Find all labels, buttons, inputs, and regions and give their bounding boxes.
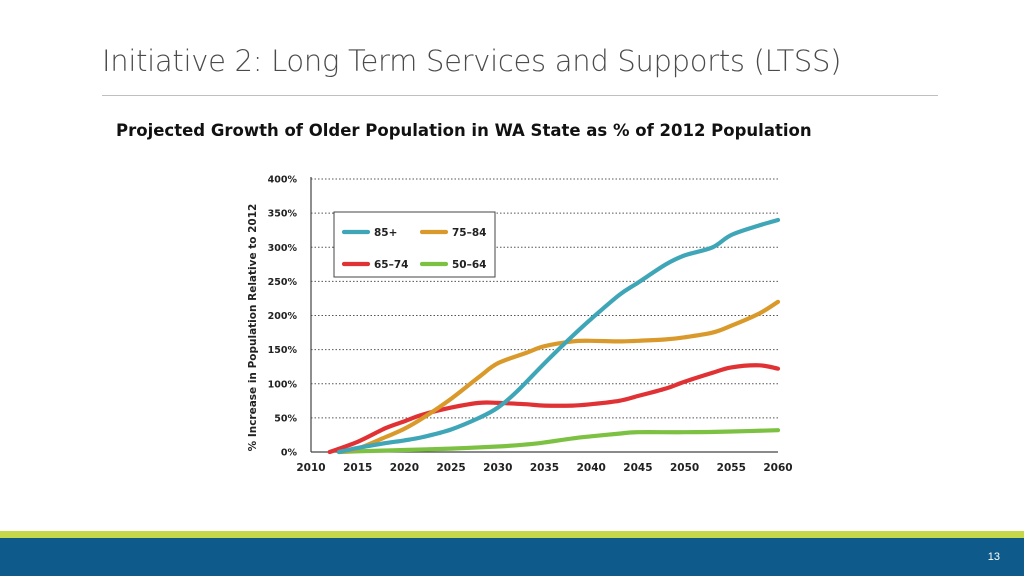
- chart-series: [327, 217, 781, 455]
- x-tick-label: 2055: [717, 462, 746, 474]
- x-tick-label: 2040: [577, 462, 606, 474]
- y-tick-label: 350%: [268, 209, 298, 220]
- x-axis-ticks: 2010 2015 2020 2025 2030 2035 2040 2045 2050 2055…: [296, 462, 792, 474]
- page-number: 13: [987, 551, 1000, 563]
- y-axis-ticks: 0% 50% 100% 150% 200% 250% 300% 350% 400%: [268, 175, 298, 459]
- slide-title: Initiative 2: Long Term Services and Sup…: [102, 44, 842, 78]
- series-line-85: [336, 217, 781, 455]
- title-divider: [102, 95, 938, 96]
- x-tick-label: 2010: [296, 462, 325, 474]
- x-tick-label: 2015: [343, 462, 372, 474]
- y-tick-label: 0%: [281, 448, 298, 459]
- legend-label: 65–74: [374, 259, 408, 271]
- line-chart: 0%50%100%150%200%250%300%350%400% 2010 20…: [247, 175, 793, 475]
- legend-label: 85+: [374, 227, 397, 239]
- x-tick-label: 2020: [390, 462, 419, 474]
- series-line-75-84: [336, 299, 781, 455]
- y-tick-label: 150%: [268, 345, 298, 356]
- series-line-50-64: [336, 428, 781, 455]
- y-tick-label: 300%: [268, 243, 298, 254]
- footer-accent-bar: [0, 531, 1024, 538]
- y-tick-label: 400%: [268, 175, 298, 186]
- footer-bar: [0, 538, 1024, 576]
- y-tick-label: 100%: [268, 379, 298, 390]
- x-tick-label: 2025: [436, 462, 465, 474]
- y-tick-label: 250%: [268, 277, 298, 288]
- legend-box: [333, 211, 496, 278]
- legend-label: 50–64: [452, 259, 486, 271]
- x-tick-label: 2030: [483, 462, 512, 474]
- x-tick-label: 2045: [623, 462, 652, 474]
- y-tick-label: 200%: [268, 311, 298, 322]
- y-axis-label: % Increase in Population Relative to 201…: [247, 204, 259, 452]
- x-tick-label: 2060: [763, 462, 792, 474]
- x-tick-label: 2035: [530, 462, 559, 474]
- chart-legend: 85+ 75–84 65–74 50–64: [333, 211, 496, 278]
- x-tick-label: 2050: [670, 462, 699, 474]
- y-tick-label: 50%: [274, 413, 297, 424]
- series-line-65-74: [327, 363, 781, 455]
- chart-title: Projected Growth of Older Population in …: [116, 121, 812, 140]
- legend-label: 75–84: [452, 227, 486, 239]
